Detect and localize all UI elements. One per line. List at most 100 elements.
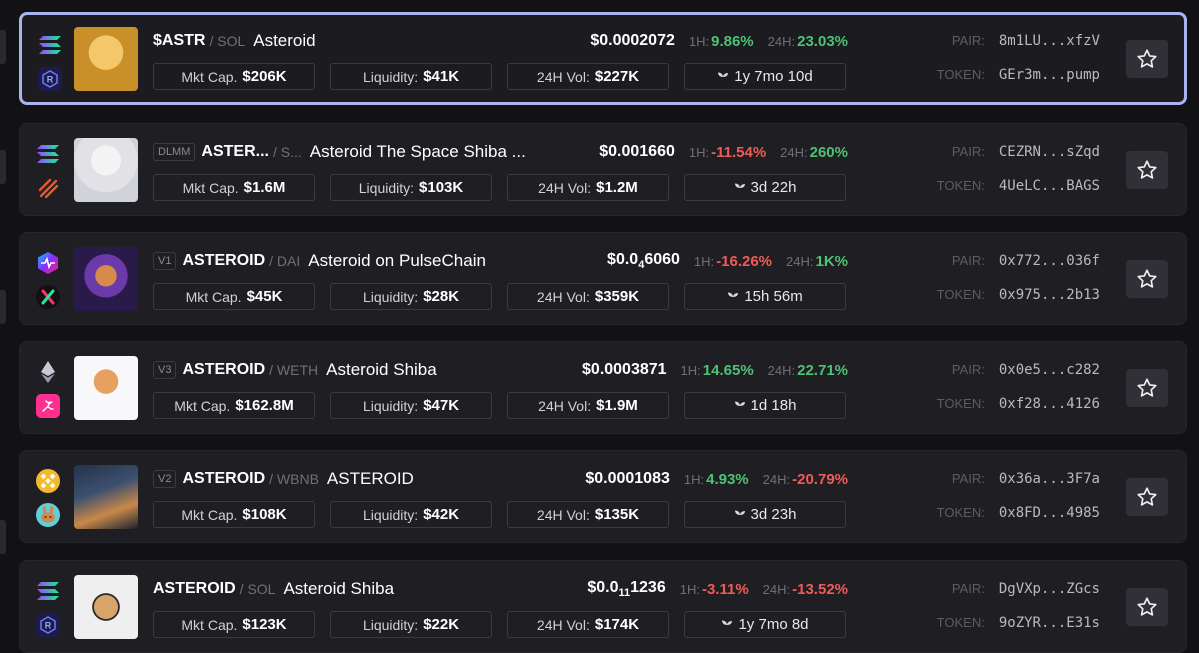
token-avatar <box>74 247 138 311</box>
token-address[interactable]: TOKEN: 4UeLC...BAGS <box>936 178 1100 194</box>
token-price: $0.001660 <box>599 143 675 160</box>
pair-row[interactable]: DLMM ASTER... / S... Asteroid The Space … <box>19 123 1187 216</box>
quote-symbol: / S... <box>272 144 302 160</box>
market-cap-stat: Mkt Cap. $162.8M <box>153 392 315 419</box>
quote-symbol: / DAI <box>269 253 301 269</box>
pair-address[interactable]: PAIR: 0x772...036f <box>951 253 1100 269</box>
token-address[interactable]: TOKEN: 0xf28...4126 <box>936 396 1100 412</box>
liquidity-stat: Liquidity: $41K <box>330 63 492 90</box>
sprout-icon <box>722 620 733 631</box>
liquidity-stat: Liquidity: $22K <box>330 611 492 638</box>
liquidity-stat: Liquidity: $47K <box>330 392 492 419</box>
age-stat: 1d 18h <box>684 392 846 419</box>
token-avatar <box>74 575 138 639</box>
pulsex-icon <box>36 285 60 309</box>
token-symbol: ASTEROID <box>182 252 266 269</box>
token-address[interactable]: TOKEN: 0x975...2b13 <box>936 287 1100 303</box>
change-1h: -3.11% <box>701 580 749 598</box>
token-avatar <box>74 138 138 202</box>
token-symbol: ASTER... <box>201 143 269 160</box>
pair-address[interactable]: PAIR: 0x36a...3F7a <box>951 471 1100 487</box>
pair-address[interactable]: PAIR: DgVXp...ZGcs <box>951 581 1100 597</box>
pair-address[interactable]: PAIR: 0x0e5...c282 <box>951 362 1100 378</box>
solana-icon <box>38 33 62 57</box>
token-name: Asteroid on PulseChain <box>308 251 486 270</box>
solana-icon <box>36 579 60 603</box>
bnb-chain-icon <box>36 469 60 493</box>
volume-stat: 24H Vol: $227K <box>507 63 669 90</box>
age-stat: 1y 7mo 10d <box>684 63 846 90</box>
change-24h: -13.52% <box>792 580 848 598</box>
pair-row[interactable]: V1 ASTEROID / DAI Asteroid on PulseChain… <box>19 232 1187 325</box>
age-stat: 3d 22h <box>684 174 846 201</box>
market-cap-stat: Mkt Cap. $206K <box>153 63 315 90</box>
left-edge-tab <box>0 150 6 184</box>
favorite-button[interactable] <box>1126 260 1168 298</box>
sprout-icon <box>728 292 739 303</box>
version-badge: V3 <box>153 361 177 379</box>
pair-address[interactable]: PAIR: 8m1LU...xfzV <box>951 33 1100 49</box>
token-price: $0.0111236 <box>587 578 666 600</box>
market-cap-stat: Mkt Cap. $45K <box>153 283 315 310</box>
change-1h: -16.26% <box>716 252 773 270</box>
pair-row[interactable]: V2 ASTEROID / WBNB ASTEROID $0.0001083 1… <box>19 450 1187 543</box>
token-avatar <box>74 465 138 529</box>
token-name: ASTEROID <box>326 469 414 488</box>
uniswap-icon <box>36 394 60 418</box>
change-24h-label: 24H: <box>767 33 796 49</box>
pair-row[interactable]: R $ASTR / SOL Asteroid $0.0002072 1H: 9.… <box>19 12 1187 105</box>
pair-row[interactable]: V3 ASTEROID / WETH Asteroid Shiba $0.000… <box>19 341 1187 434</box>
change-24h-label: 24H: <box>767 362 796 378</box>
quote-symbol: / SOL <box>209 33 246 49</box>
star-icon <box>1137 487 1157 506</box>
change-1h: 14.65% <box>702 361 754 379</box>
favorite-button[interactable] <box>1126 588 1168 626</box>
change-1h: 9.86% <box>711 32 754 50</box>
age-stat: 15h 56m <box>684 283 846 310</box>
change-1h: -11.54% <box>711 143 767 161</box>
pulsechain-icon <box>36 251 60 275</box>
star-icon <box>1137 597 1157 616</box>
token-symbol: ASTEROID <box>182 470 266 487</box>
left-edge-tab <box>0 290 6 324</box>
token-name: Asteroid The Space Shiba ... <box>309 142 526 161</box>
liquidity-stat: Liquidity: $103K <box>330 174 492 201</box>
token-symbol: $ASTR <box>153 32 206 49</box>
raydium-icon: R <box>38 67 62 91</box>
token-symbol: ASTEROID <box>153 580 236 597</box>
sprout-icon <box>734 401 745 412</box>
token-price: $0.046060 <box>607 250 680 272</box>
token-address[interactable]: TOKEN: GEr3m...pump <box>936 67 1100 83</box>
left-edge-tab <box>0 520 6 554</box>
change-1h-label: 1H: <box>693 253 715 269</box>
solana-icon <box>36 142 60 166</box>
token-avatar <box>74 27 138 91</box>
svg-text:R: R <box>47 75 54 85</box>
token-name: Asteroid <box>253 31 316 50</box>
favorite-button[interactable] <box>1126 478 1168 516</box>
version-badge: V2 <box>153 470 177 488</box>
quote-symbol: / WBNB <box>269 471 319 487</box>
liquidity-stat: Liquidity: $42K <box>330 501 492 528</box>
change-1h-label: 1H: <box>683 471 705 487</box>
pancakeswap-icon <box>36 503 60 527</box>
token-address[interactable]: TOKEN: 0x8FD...4985 <box>936 505 1100 521</box>
ethereum-icon <box>36 360 60 384</box>
token-name: Asteroid Shiba <box>326 360 437 379</box>
favorite-button[interactable] <box>1126 369 1168 407</box>
pair-address[interactable]: PAIR: CEZRN...sZqd <box>951 144 1100 160</box>
change-1h-label: 1H: <box>688 33 710 49</box>
sprout-icon <box>718 72 729 83</box>
change-24h: 1K% <box>815 252 848 270</box>
change-24h: 23.03% <box>797 32 848 50</box>
favorite-button[interactable] <box>1126 40 1168 78</box>
version-badge: V1 <box>153 252 177 270</box>
token-address[interactable]: TOKEN: 9oZYR...E31s <box>936 615 1100 631</box>
change-24h: 260% <box>809 143 848 161</box>
volume-stat: 24H Vol: $359K <box>507 283 669 310</box>
token-avatar <box>74 356 138 420</box>
pair-row[interactable]: R ASTEROID / SOL Asteroid Shiba $0.01112… <box>19 560 1187 653</box>
change-1h-label: 1H: <box>680 362 701 378</box>
favorite-button[interactable] <box>1126 151 1168 189</box>
